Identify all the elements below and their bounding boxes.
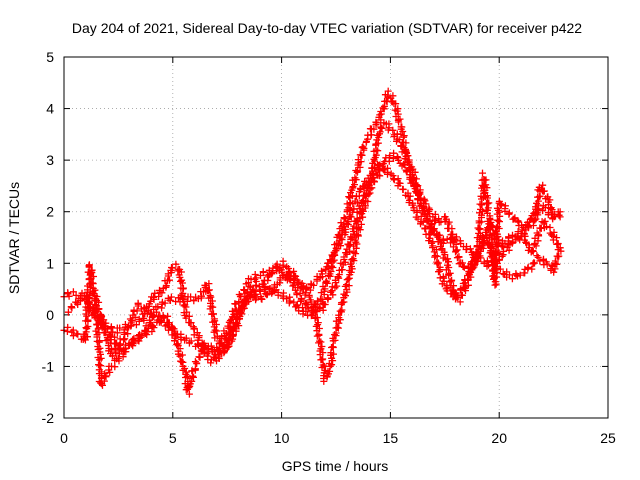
x-tick-label: 25 [600, 430, 616, 446]
y-tick-label: 1 [46, 255, 54, 271]
x-axis-label: GPS time / hours [282, 458, 389, 474]
x-tick-label: 0 [60, 430, 68, 446]
series-track-b [60, 149, 564, 398]
y-axis-label: SDTVAR / TECUs [6, 182, 22, 294]
y-tick-label: -2 [42, 410, 55, 426]
y-tick-label: 0 [46, 307, 54, 323]
series-track-d [64, 161, 564, 367]
plus-markers [60, 149, 564, 398]
chart-title: Day 204 of 2021, Sidereal Day-to-day VTE… [72, 20, 582, 36]
x-tick-label: 10 [274, 430, 290, 446]
x-tick-label: 15 [383, 430, 399, 446]
x-tick-label: 5 [169, 430, 177, 446]
plot-frame [63, 56, 609, 419]
y-tick-label: 3 [46, 152, 54, 168]
plus-markers [64, 161, 564, 367]
x-tick-label: 20 [491, 430, 507, 446]
y-tick-label: -1 [42, 358, 55, 374]
y-tick-label: 5 [46, 49, 54, 65]
y-tick-label: 2 [46, 204, 54, 220]
data-points [60, 87, 565, 398]
y-tick-label: 4 [46, 101, 54, 117]
